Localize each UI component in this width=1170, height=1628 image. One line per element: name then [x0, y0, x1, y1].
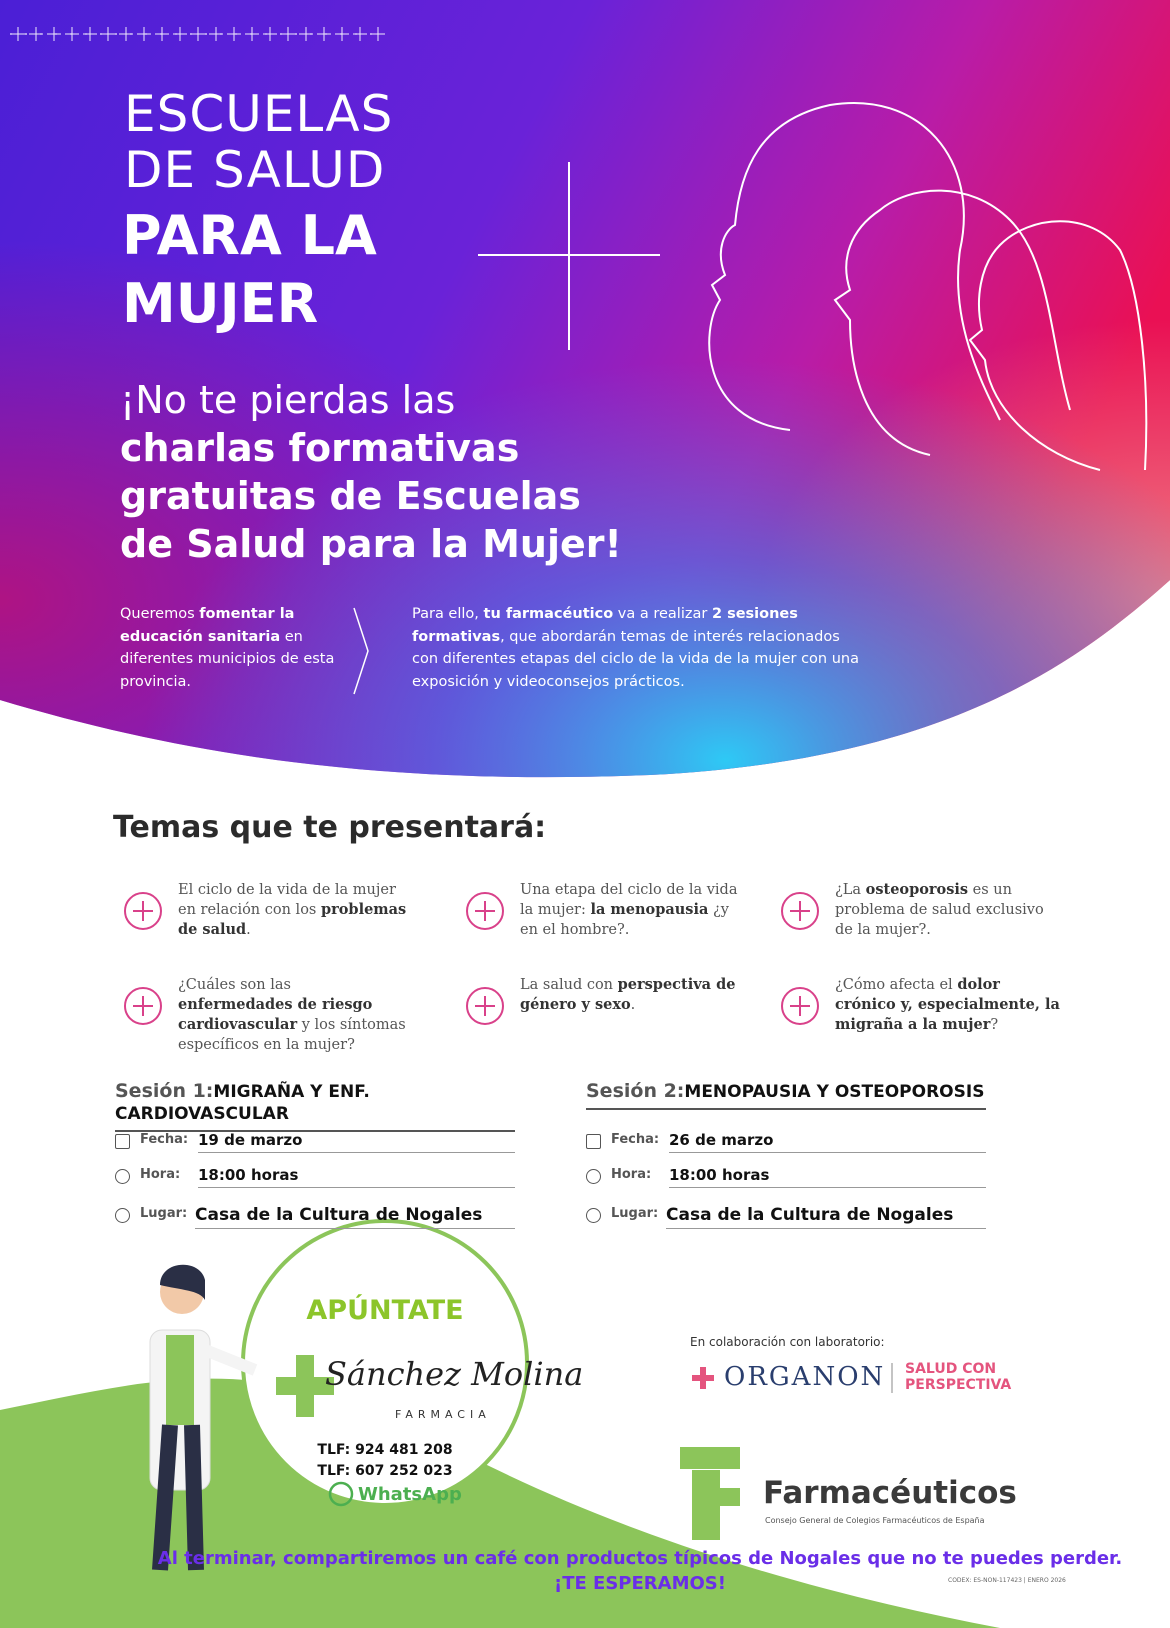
text-run: ¿La	[835, 882, 866, 898]
row-value: 19 de marzo	[198, 1131, 515, 1153]
text-run: 2 sesiones formativas	[412, 606, 798, 645]
session-label: Sesión 2:	[586, 1080, 685, 1102]
council-sub: Consejo General de Colegios Farmacéutico…	[765, 1516, 985, 1525]
text-run: es un problema de salud exclusivo de la …	[835, 882, 1044, 938]
session-title: Sesión 1:MIGRAÑA Y ENF. CARDIOVASCULAR	[115, 1080, 515, 1132]
session-title: Sesión 2:MENOPAUSIA Y OSTEOPOROSIS	[586, 1080, 986, 1110]
topic-icon	[781, 892, 819, 930]
topic: ¿La osteoporosis es un problema de salud…	[835, 880, 1065, 940]
text-run: ¿Cómo afecta el	[835, 977, 958, 993]
phone: TLF: 607 252 023	[317, 1463, 453, 1479]
headline: charlas formativas	[120, 426, 520, 470]
row-icon	[115, 1169, 130, 1184]
text-run: .	[630, 997, 636, 1013]
text-run: ¿y en el hombre?.	[520, 902, 729, 938]
footer-closing: ¡TE ESPERAMOS!	[554, 1573, 726, 1594]
row-value: 26 de marzo	[669, 1131, 986, 1153]
headline: de Salud para la Mujer!	[120, 522, 622, 566]
text-run: dolor crónico y, especialmente, la migra…	[835, 976, 1060, 1033]
text-run: osteoporosis	[865, 881, 969, 898]
lab-tagline: PERSPECTIVA	[905, 1377, 1012, 1393]
text-run: va a realizar	[613, 606, 712, 622]
session-topic: MIGRAÑA Y ENF. CARDIOVASCULAR	[115, 1082, 370, 1124]
chevron	[353, 607, 369, 695]
topic: El ciclo de la vida de la mujer en relac…	[178, 880, 408, 940]
text-run: perspectiva de género y sexo	[520, 976, 736, 1013]
row-icon	[115, 1208, 130, 1223]
text-run: ¿Cuáles son las	[178, 977, 291, 993]
row-label: Lugar:	[140, 1206, 188, 1221]
brand: Sánchez Molina	[325, 1355, 584, 1393]
topic: Una etapa del ciclo de la vida la mujer:…	[520, 880, 750, 940]
text-run: enfermedades de riesgo cardiovascular	[178, 996, 373, 1033]
title-line: MUJER	[122, 272, 319, 335]
topic: La salud con perspectiva de género y sex…	[520, 975, 750, 1015]
row-value: Casa de la Cultura de Nogales	[195, 1205, 515, 1229]
row-value: Casa de la Cultura de Nogales	[666, 1205, 986, 1229]
topics-title: Temas que te presentará:	[113, 810, 547, 845]
row-icon	[586, 1134, 601, 1149]
headline: gratuitas de Escuelas	[120, 474, 581, 518]
text-run: fomentar la educación sanitaria	[120, 606, 295, 645]
topic: ¿Cómo afecta el dolor crónico y, especia…	[835, 975, 1065, 1035]
headline: ¡No te pierdas las	[120, 378, 456, 422]
title-line: PARA LA	[122, 204, 377, 267]
text-run: El ciclo de la vida de la mujer en relac…	[178, 882, 396, 918]
topic-icon	[124, 892, 162, 930]
text-run: ?	[990, 1017, 999, 1033]
text-run: problemas de salud	[178, 901, 407, 938]
session-topic: MENOPAUSIA Y OSTEOPOROSIS	[684, 1082, 985, 1102]
row-label: Hora:	[140, 1167, 181, 1182]
row-label: Hora:	[611, 1167, 652, 1182]
topic-icon	[781, 987, 819, 1025]
cta-title: APÚNTATE	[306, 1295, 464, 1326]
row-label: Fecha:	[140, 1132, 189, 1147]
session-label: Sesión 1:	[115, 1080, 214, 1102]
text-run: la menopausia	[590, 901, 709, 918]
whatsapp[interactable]: WhatsApp	[358, 1484, 462, 1505]
text-run: en diferentes municipios de esta provinc…	[120, 628, 335, 690]
row-value: 18:00 horas	[669, 1166, 986, 1188]
row-icon	[586, 1208, 601, 1223]
text-run: Queremos	[120, 606, 200, 622]
brand-sub: FARMACIA	[395, 1408, 491, 1421]
lab-tagline: SALUD CON	[905, 1361, 997, 1377]
row-icon	[586, 1169, 601, 1184]
title-line: DE SALUD	[124, 141, 386, 199]
intro-right: Para ello, tu farmacéutico va a realizar…	[412, 603, 862, 693]
topic-icon	[124, 987, 162, 1025]
row-label: Lugar:	[611, 1206, 659, 1221]
lab-name: ORGANON	[724, 1362, 886, 1392]
topic-icon	[466, 987, 504, 1025]
footer-note: Al terminar, compartiremos un café con p…	[157, 1548, 1123, 1569]
text-run: Para ello,	[412, 606, 484, 622]
row-icon	[115, 1134, 130, 1149]
collab-label: En colaboración con laboratorio:	[690, 1335, 885, 1349]
topic-icon	[466, 892, 504, 930]
text-run: , que abordarán temas de interés relacio…	[412, 628, 859, 690]
row-label: Fecha:	[611, 1132, 660, 1147]
intro-left: Queremos fomentar la educación sanitaria…	[120, 603, 335, 693]
text-run: y los síntomas específicos en la mujer?	[178, 1017, 406, 1053]
text-run: Una etapa del ciclo de la vida la mujer:	[520, 882, 738, 918]
phone: TLF: 924 481 208	[317, 1442, 453, 1458]
row-value: 18:00 horas	[198, 1166, 515, 1188]
code: CODEX: ES-NON-117423 | ENERO 2026	[948, 1577, 1066, 1584]
topic: ¿Cuáles son las enfermedades de riesgo c…	[178, 975, 408, 1055]
text-run: La salud con	[520, 977, 618, 993]
text-run: tu farmacéutico	[483, 606, 614, 622]
council-name: Farmacéuticos	[763, 1475, 1017, 1511]
text-run: .	[246, 922, 251, 938]
title-line: ESCUELAS	[124, 85, 394, 143]
